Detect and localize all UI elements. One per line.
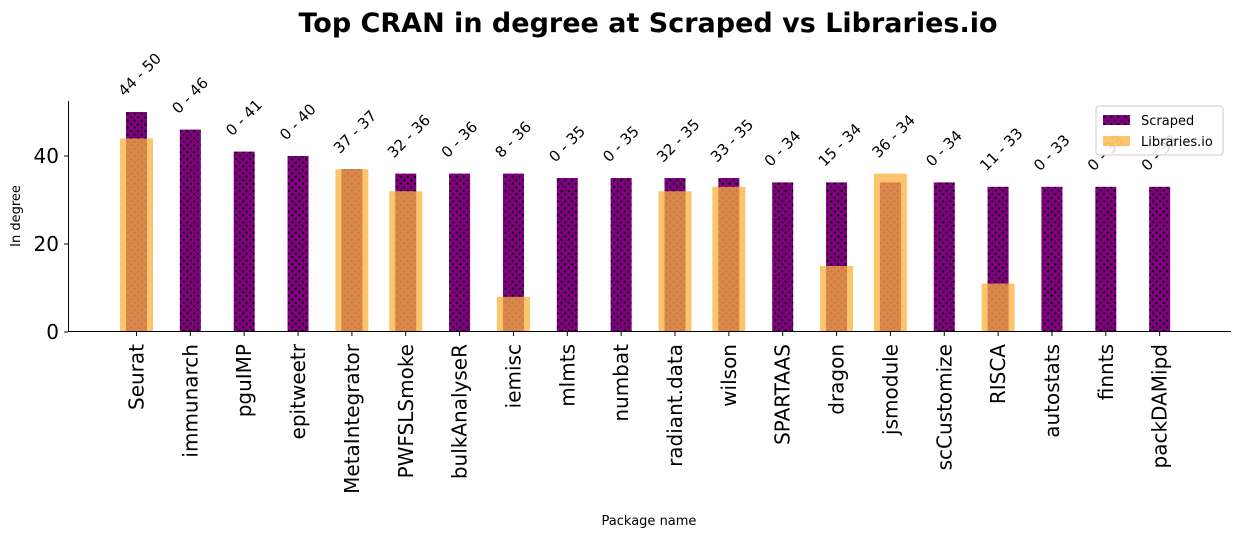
x-tick-label: pguIMP [232,344,256,417]
legend-swatch-scraped [1103,115,1130,125]
bar-scraped [502,173,524,332]
bar-scraped [287,156,309,332]
data-label: 15 - 34 [815,120,865,170]
data-label: 0 - 46 [168,74,212,118]
x-tick-label: RISCA [986,344,1010,404]
x-tick-label: scCustomize [932,344,956,470]
bar-scraped [556,178,578,332]
x-tick-label: PWFSLSmoke [394,344,418,478]
data-label: 11 - 33 [976,124,1026,174]
bar-scraped [772,182,794,332]
x-tick-label: jsmodule [878,344,902,436]
x-tick-label: finnts [1094,344,1118,400]
legend: Scraped Libraries.io [1095,105,1224,156]
x-axis-label: Package name [602,514,697,529]
data-labels: 44 - 50 0 - 460 - 41 0 - 40 37 - 37 32 - 36 0… [115,50,1182,175]
x-tick-label: wilson [717,344,741,407]
data-label: 0 - 34 [761,127,805,171]
x-tick-label: bulkAnalyseR [448,344,472,479]
bar-scraped [933,182,955,332]
legend-label-libraries: Libraries.io [1141,135,1213,150]
bar-scraped [610,178,632,332]
x-tick-label: Seurat [125,344,149,410]
bar-libraries [712,186,746,332]
bar-scraped [1041,186,1063,332]
data-label: 8 - 36 [492,118,536,162]
data-label: 0 - 41 [222,96,266,140]
y-axis-label: In degree [9,185,24,247]
bar-libraries [873,173,907,332]
x-tick-label: radiant.data [663,344,687,467]
data-label: 32 - 35 [653,116,703,166]
x-tick-label: autostats [1040,344,1064,438]
data-label: 0 - 33 [1030,131,1074,175]
data-label: 0 - 40 [276,100,320,144]
data-label: 36 - 34 [869,111,919,161]
y-tick-label: 40 [34,144,59,168]
x-tick-label: immunarch [178,344,202,458]
bar-scraped [1149,186,1171,332]
data-label: 32 - 36 [384,111,434,161]
bar-libraries [120,138,153,332]
x-tick-label: mlmts [555,344,579,407]
data-label: 44 - 50 [115,50,165,100]
legend-label-scraped: Scraped [1141,114,1194,129]
bar-libraries [335,169,369,332]
bar-libraries [658,191,692,332]
data-label: 0 - 35 [545,122,589,166]
legend-swatch-libraries [1103,136,1130,146]
x-tick-label: SPARTAAS [771,344,795,445]
data-label: 0 - 36 [438,118,482,162]
bar-libraries [496,296,530,332]
data-label: 0 - 34 [922,127,966,171]
data-label: 33 - 35 [707,116,757,166]
data-label: 0 - 35 [599,122,643,166]
y-tick-label: 20 [34,232,59,256]
series-libraries [120,138,1015,332]
data-label: 37 - 37 [330,107,380,157]
x-tick-label: iemisc [501,344,525,408]
x-tick-label: epitweetr [286,343,310,439]
y-tick-label: 0 [46,320,59,344]
chart-title: Top CRAN in degree at Scraped vs Librari… [298,8,997,39]
x-tick-label: MetaIntegrator [340,343,364,494]
bar-libraries [981,283,1015,332]
x-tick-label: numbat [609,344,633,422]
x-tick-label: dragon [825,344,849,415]
bar-scraped [233,151,255,332]
x-tick-label: packDAMipd [1148,344,1172,468]
bar-scraped [179,129,201,332]
x-axis-ticks: Seurat immunarch pguIMP epitweetr MetaIntegr… [125,332,1172,494]
y-axis-ticks: 0 20 40 [34,144,68,344]
bar-scraped [1095,186,1117,332]
bar-libraries [820,266,854,332]
bar-libraries [389,191,423,332]
bar-scraped [449,173,471,332]
